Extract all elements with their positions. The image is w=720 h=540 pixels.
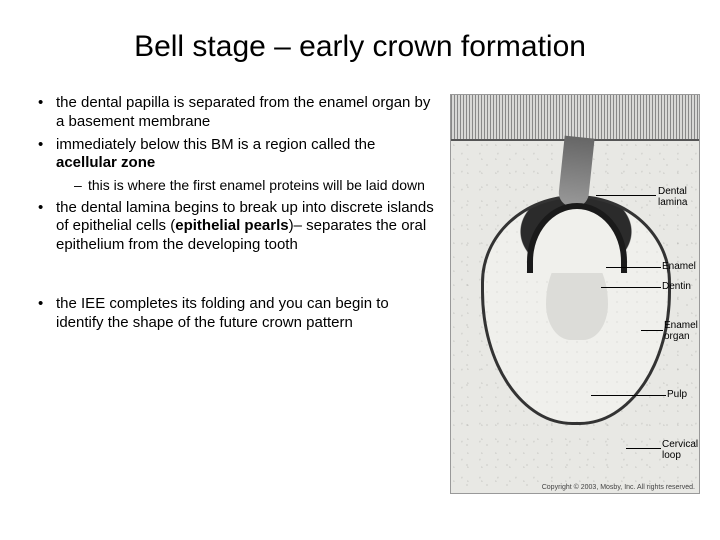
label-dental-lamina: Dentallamina bbox=[658, 187, 687, 208]
bullet-1-text: the dental papilla is separated from the… bbox=[56, 94, 430, 130]
label-cervical-loop: Cervicalloop bbox=[662, 440, 698, 461]
label-dentin: Dentin bbox=[662, 281, 691, 292]
leader-pulp bbox=[591, 395, 666, 396]
bullet-1: the dental papilla is separated from the… bbox=[38, 94, 440, 132]
bullet-4-text: the IEE completes its folding and you ca… bbox=[56, 295, 389, 331]
oral-epithelium bbox=[451, 95, 699, 141]
label-enamel-organ: Enamelorgan bbox=[664, 321, 698, 342]
image-copyright: Copyright © 2003, Mosby, Inc. All rights… bbox=[542, 484, 695, 491]
content-row: the dental papilla is separated from the… bbox=[20, 94, 700, 520]
bullet-2-sub-text: this is where the first enamel proteins … bbox=[88, 177, 425, 193]
label-enamel: Enamel bbox=[662, 261, 696, 272]
bullet-2: immediately below this BM is a region ca… bbox=[38, 136, 440, 195]
bullet-2-bold: acellular zone bbox=[56, 154, 155, 171]
label-pulp: Pulp bbox=[667, 389, 687, 400]
image-column: Dentallamina Enamel Dentin Enamelorgan P… bbox=[450, 94, 700, 520]
text-column: the dental papilla is separated from the… bbox=[20, 94, 440, 520]
bullet-3-bold: epithelial pearls bbox=[175, 217, 288, 234]
bullet-2-sub: this is where the first enamel proteins … bbox=[74, 177, 440, 195]
leader-cervical-loop bbox=[626, 448, 661, 449]
histology-image: Dentallamina Enamel Dentin Enamelorgan P… bbox=[450, 94, 700, 494]
bullet-2-pre: immediately below this BM is a region ca… bbox=[56, 136, 375, 153]
leader-dentin bbox=[601, 287, 661, 288]
leader-enamel bbox=[606, 267, 661, 268]
leader-dental-lamina bbox=[596, 195, 656, 196]
bullet-3: the dental lamina begins to break up int… bbox=[38, 199, 440, 255]
bullet-4: the IEE completes its folding and you ca… bbox=[38, 295, 440, 333]
leader-enamel-organ bbox=[641, 330, 663, 331]
slide-title: Bell stage – early crown formation bbox=[20, 30, 700, 64]
